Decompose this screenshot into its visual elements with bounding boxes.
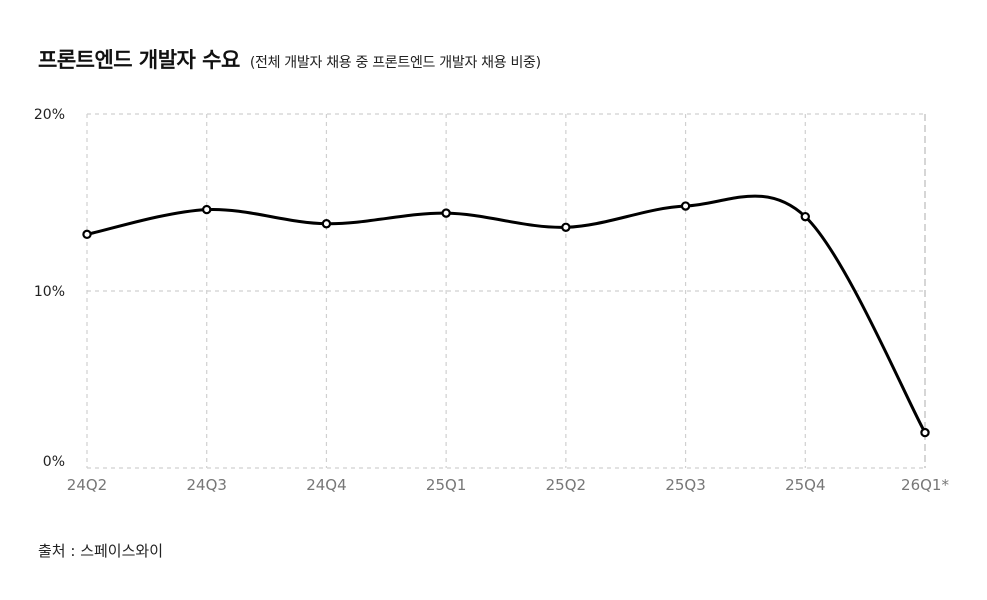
chart-subtitle: (전체 개발자 채용 중 프론트엔드 개발자 채용 비중) xyxy=(249,55,541,71)
x-tick-label: 25Q1 xyxy=(426,476,466,494)
data-point xyxy=(561,222,571,232)
data-point xyxy=(680,201,691,211)
data-point xyxy=(441,208,451,218)
x-tick-label: 25Q4 xyxy=(785,476,825,494)
data-point xyxy=(202,204,212,215)
data-point xyxy=(321,219,332,229)
x-tick-label: 25Q2 xyxy=(546,476,586,494)
x-tick-label: 24Q2 xyxy=(67,476,107,494)
data-point xyxy=(800,211,810,222)
y-tick-label: 0% xyxy=(43,454,65,470)
chart-source: 출처 : 스페이스와이 xyxy=(38,542,163,560)
data-point xyxy=(920,427,930,438)
y-tick-label: 10% xyxy=(34,284,65,300)
x-tick-label: 26Q1* xyxy=(901,476,949,494)
series-line xyxy=(86,194,927,434)
x-tick-label: 25Q3 xyxy=(665,476,705,494)
chart-title: 프론트엔드 개발자 수요 xyxy=(38,48,240,72)
x-tick-label: 24Q3 xyxy=(186,476,226,494)
x-tick-label: 24Q4 xyxy=(306,476,346,494)
data-point xyxy=(82,229,92,240)
y-tick-label: 20% xyxy=(34,107,65,123)
chart-title-block: 프론트엔드 개발자 수요 (전체 개발자 채용 중 프론트엔드 개발자 채용 비… xyxy=(38,44,541,74)
